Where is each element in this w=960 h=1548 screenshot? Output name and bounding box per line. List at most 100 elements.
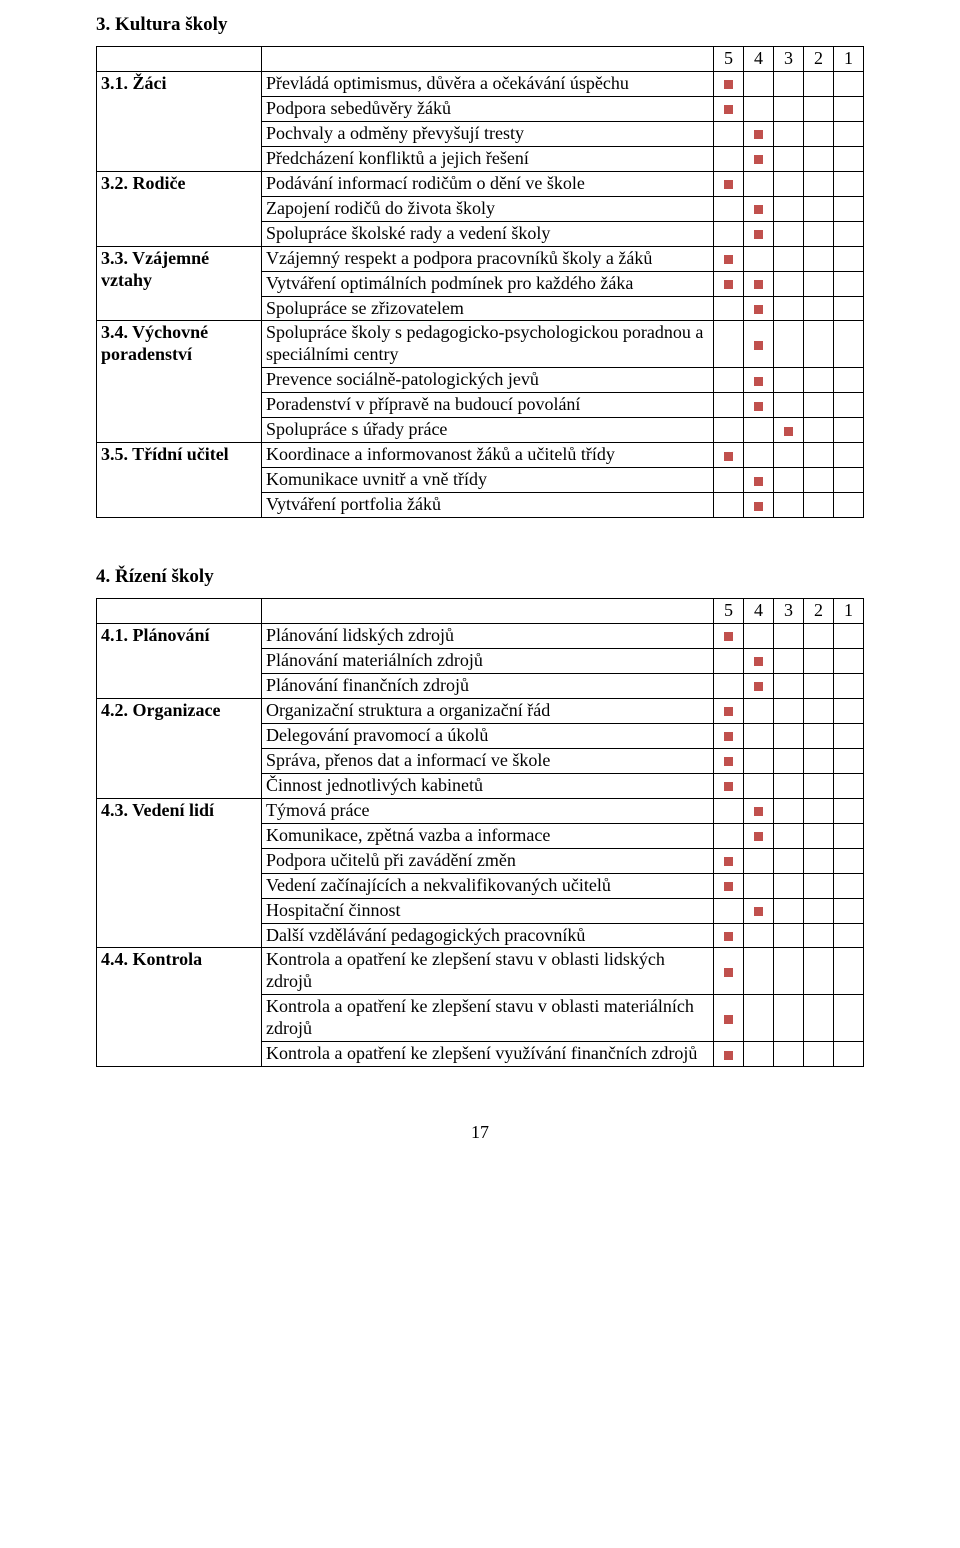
- score-cell: [744, 748, 774, 773]
- table-row: 4.4. KontrolaKontrola a opatření ke zlep…: [97, 948, 864, 995]
- square-mark-icon: [754, 807, 763, 816]
- criterion-cell: Komunikace, zpětná vazba a informace: [262, 823, 714, 848]
- score-cell: [804, 221, 834, 246]
- score-cell: [774, 71, 804, 96]
- criterion-cell: Další vzdělávání pedagogických pracovník…: [262, 923, 714, 948]
- score-cell: [804, 71, 834, 96]
- score-cell: [774, 121, 804, 146]
- score-cell: [744, 624, 774, 649]
- square-mark-icon: [724, 105, 733, 114]
- score-cell: [774, 898, 804, 923]
- score-cell: [714, 948, 744, 995]
- table-row: 3.2. RodičePodávání informací rodičům o …: [97, 171, 864, 196]
- blank-cell: [262, 47, 714, 72]
- area-label: 4.3. Vedení lidí: [97, 798, 262, 948]
- score-cell: [714, 649, 744, 674]
- score-cell: [804, 798, 834, 823]
- score-cell: [834, 493, 864, 518]
- score-cell: [774, 196, 804, 221]
- square-mark-icon: [724, 280, 733, 289]
- square-mark-icon: [724, 707, 733, 716]
- square-mark-icon: [724, 180, 733, 189]
- score-cell: [714, 296, 744, 321]
- criterion-cell: Plánování materiálních zdrojů: [262, 649, 714, 674]
- score-cell: [774, 673, 804, 698]
- score-cell: [774, 948, 804, 995]
- score-cell: [744, 443, 774, 468]
- square-mark-icon: [754, 341, 763, 350]
- table-row: 3.3. Vzájemné vztahyVzájemný respekt a p…: [97, 246, 864, 271]
- score-cell: [834, 271, 864, 296]
- score-cell: [744, 649, 774, 674]
- page: 3. Kultura školy 543213.1. ŽáciPřevládá …: [0, 0, 960, 1173]
- score-cell: [834, 723, 864, 748]
- criterion-cell: Správa, přenos dat a informací ve škole: [262, 748, 714, 773]
- area-label: 3.1. Žáci: [97, 71, 262, 171]
- score-cell: [744, 823, 774, 848]
- square-mark-icon: [754, 205, 763, 214]
- criterion-cell: Koordinace a informovanost žáků a učitel…: [262, 443, 714, 468]
- score-cell: [714, 368, 744, 393]
- area-label: 3.5. Třídní učitel: [97, 443, 262, 518]
- criterion-cell: Vzájemný respekt a podpora pracovníků šk…: [262, 246, 714, 271]
- criterion-cell: Vedení začínajících a nekvalifikovaných …: [262, 873, 714, 898]
- section3-table: 543213.1. ŽáciPřevládá optimismus, důvěr…: [96, 46, 864, 518]
- score-cell: [804, 673, 834, 698]
- score-cell: [804, 321, 834, 368]
- area-label: 3.2. Rodiče: [97, 171, 262, 246]
- score-cell: [804, 923, 834, 948]
- score-cell: [714, 848, 744, 873]
- score-cell: [834, 96, 864, 121]
- score-cell: [714, 96, 744, 121]
- criterion-cell: Podpora sebedůvěry žáků: [262, 96, 714, 121]
- score-cell: [834, 246, 864, 271]
- table-row: 4.3. Vedení lidíTýmová práce: [97, 798, 864, 823]
- criterion-cell: Vytváření portfolia žáků: [262, 493, 714, 518]
- score-cell: [804, 848, 834, 873]
- score-cell: [804, 723, 834, 748]
- score-cell: [744, 393, 774, 418]
- score-cell: [714, 898, 744, 923]
- table-row: 4.2. OrganizaceOrganizační struktura a o…: [97, 698, 864, 723]
- table-row: 3.1. ŽáciPřevládá optimismus, důvěra a o…: [97, 71, 864, 96]
- criterion-cell: Organizační struktura a organizační řád: [262, 698, 714, 723]
- square-mark-icon: [754, 155, 763, 164]
- criterion-cell: Týmová práce: [262, 798, 714, 823]
- area-label: 4.4. Kontrola: [97, 948, 262, 1067]
- square-mark-icon: [754, 130, 763, 139]
- score-header: 1: [834, 599, 864, 624]
- score-cell: [804, 196, 834, 221]
- score-cell: [714, 393, 744, 418]
- square-mark-icon: [754, 682, 763, 691]
- score-cell: [834, 368, 864, 393]
- criterion-cell: Hospitační činnost: [262, 898, 714, 923]
- score-cell: [774, 1042, 804, 1067]
- square-mark-icon: [754, 402, 763, 411]
- score-cell: [744, 418, 774, 443]
- score-cell: [744, 121, 774, 146]
- section4-title: 4. Řízení školy: [96, 566, 864, 588]
- score-cell: [744, 171, 774, 196]
- score-cell: [804, 773, 834, 798]
- score-cell: [714, 71, 744, 96]
- criterion-cell: Činnost jednotlivých kabinetů: [262, 773, 714, 798]
- score-cell: [714, 1042, 744, 1067]
- score-cell: [774, 418, 804, 443]
- score-cell: [774, 493, 804, 518]
- score-cell: [834, 673, 864, 698]
- score-cell: [774, 393, 804, 418]
- section4-table: 543214.1. PlánováníPlánování lidských zd…: [96, 598, 864, 1067]
- criterion-cell: Spolupráce školy s pedagogicko-psycholog…: [262, 321, 714, 368]
- score-cell: [804, 698, 834, 723]
- score-cell: [744, 723, 774, 748]
- score-header: 5: [714, 599, 744, 624]
- score-cell: [804, 368, 834, 393]
- score-cell: [744, 468, 774, 493]
- score-cell: [714, 698, 744, 723]
- score-cell: [834, 748, 864, 773]
- score-cell: [834, 221, 864, 246]
- criterion-cell: Komunikace uvnitř a vně třídy: [262, 468, 714, 493]
- score-cell: [744, 321, 774, 368]
- square-mark-icon: [754, 477, 763, 486]
- score-cell: [804, 823, 834, 848]
